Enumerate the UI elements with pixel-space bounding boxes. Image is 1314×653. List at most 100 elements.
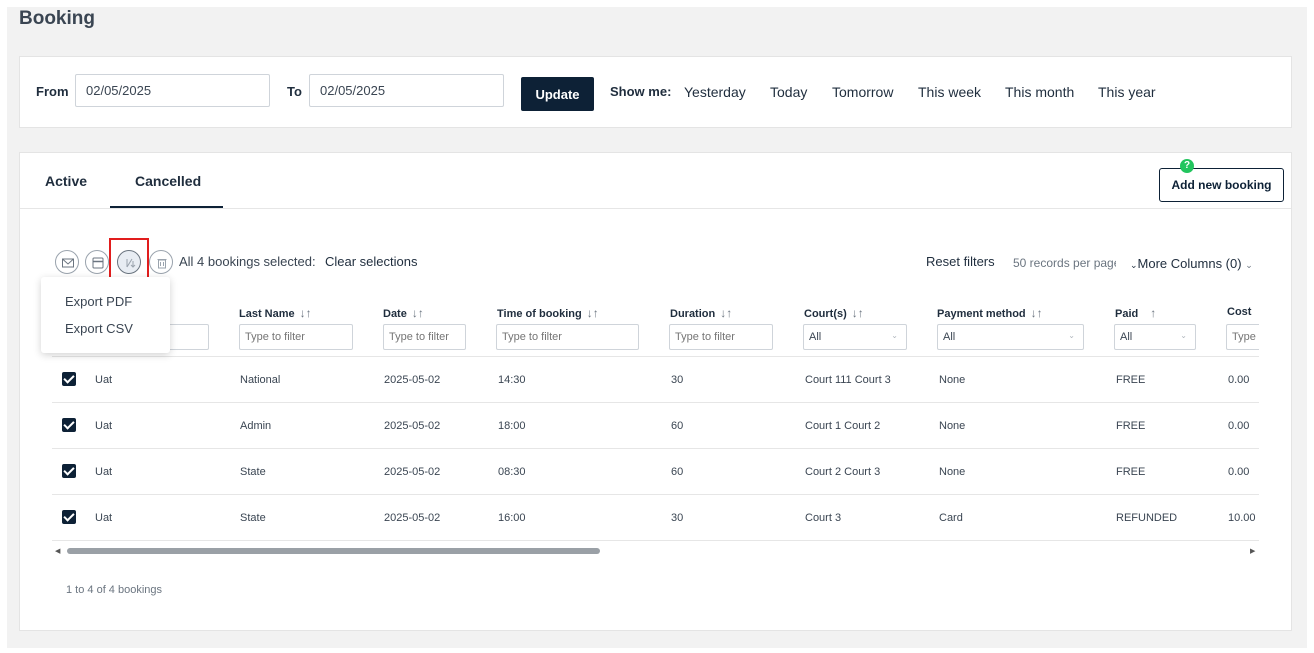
page-title: Booking (19, 8, 95, 29)
header-cost[interactable]: Cost (1227, 306, 1251, 318)
cell-last-name: Admin (240, 420, 272, 432)
courts-filter[interactable]: All ⌄ (803, 324, 907, 350)
cell-courts: Court 2 Court 3 (805, 466, 881, 478)
scroll-left-icon[interactable]: ◀ (55, 548, 61, 555)
cell-cost: 10.00 (1228, 512, 1256, 524)
tab-active[interactable]: Active (45, 173, 88, 189)
cell-date: 2025-05-02 (384, 466, 441, 478)
reset-filters-link[interactable]: Reset filters (926, 254, 995, 269)
payment-button[interactable] (85, 250, 109, 274)
paid-filter-value: All (1120, 331, 1133, 343)
header-courts[interactable]: Court(s) ↓↑ (804, 306, 864, 320)
mail-icon (62, 258, 74, 268)
range-yesterday[interactable]: Yesterday (684, 84, 746, 100)
add-new-booking-button[interactable]: Add new booking (1159, 168, 1284, 202)
records-per-page-select[interactable]: 50 records per page (1013, 256, 1116, 270)
range-today[interactable]: Today (770, 84, 808, 100)
date-filter-card: From To Update Show me: Yesterday Today … (19, 56, 1292, 128)
sort-arrows-icon: ↓↑ (411, 306, 424, 320)
chevron-down-icon: ⌄ (1130, 260, 1138, 270)
export-csv-item[interactable]: Export CSV (65, 321, 133, 336)
cell-time: 16:00 (498, 512, 526, 524)
more-columns-dropdown[interactable]: ⌄More Columns (0) ⌄ (1130, 256, 1253, 271)
range-this-year[interactable]: This year (1098, 84, 1156, 100)
scroll-right-icon[interactable]: ▶ (1250, 548, 1256, 555)
range-tomorrow[interactable]: Tomorrow (832, 84, 894, 100)
payment-icon (92, 257, 104, 269)
cell-date: 2025-05-02 (384, 512, 441, 524)
cell-duration: 30 (671, 512, 684, 524)
cell-first-name: Uat (95, 512, 113, 524)
header-label: Payment method (937, 308, 1026, 320)
time-filter[interactable] (496, 324, 639, 350)
show-me-label: Show me: (610, 84, 672, 99)
tab-cancelled[interactable]: Cancelled (135, 173, 202, 189)
cell-duration: 60 (671, 420, 684, 432)
header-duration[interactable]: Duration ↓↑ (670, 306, 732, 320)
header-label: Duration (670, 308, 716, 320)
range-this-month[interactable]: This month (1005, 84, 1075, 100)
export-highlight (109, 238, 149, 281)
paid-filter[interactable]: All ⌄ (1114, 324, 1196, 350)
pagination-summary: 1 to 4 of 4 bookings (66, 584, 163, 596)
row-checkbox[interactable] (62, 464, 76, 478)
selection-summary: All 4 bookings selected: (179, 254, 316, 269)
to-date-input[interactable] (309, 74, 504, 107)
delete-button[interactable] (149, 250, 173, 274)
chevron-down-icon: ⌄ (891, 331, 898, 340)
cell-last-name: State (240, 512, 266, 524)
row-divider (52, 448, 1259, 449)
cell-courts: Court 1 Court 2 (805, 420, 881, 432)
cell-cost: 0.00 (1228, 466, 1250, 478)
cell-date: 2025-05-02 (384, 374, 441, 386)
sort-arrows-icon: ↓↑ (586, 306, 599, 320)
cell-cost: 0.00 (1228, 420, 1250, 432)
cell-paid: REFUNDED (1116, 512, 1178, 524)
header-label: Cost (1227, 306, 1252, 318)
row-checkbox[interactable] (62, 372, 76, 386)
duration-filter[interactable] (669, 324, 773, 350)
chevron-down-icon: ⌄ (1245, 260, 1253, 270)
cell-last-name: State (240, 466, 266, 478)
to-label: To (287, 84, 302, 99)
cell-duration: 60 (671, 466, 684, 478)
cell-paid: FREE (1116, 466, 1146, 478)
horizontal-scrollbar[interactable]: ◀ ▶ (52, 546, 1259, 556)
header-paid[interactable]: Paid ↑ (1115, 306, 1156, 320)
header-time-of-booking[interactable]: Time of booking ↓↑ (497, 306, 599, 320)
update-button[interactable]: Update (521, 77, 594, 111)
export-pdf-item[interactable]: Export PDF (65, 294, 133, 309)
help-icon[interactable]: ? (1180, 159, 1194, 173)
row-checkbox[interactable] (62, 510, 76, 524)
export-button[interactable] (117, 250, 141, 274)
header-label: Date (383, 308, 407, 320)
row-checkbox[interactable] (62, 418, 76, 432)
last-name-filter[interactable] (239, 324, 353, 350)
from-date-input[interactable] (75, 74, 270, 107)
payment-method-filter[interactable]: All ⌄ (937, 324, 1084, 350)
header-label: Time of booking (497, 308, 582, 320)
cell-time: 08:30 (498, 466, 526, 478)
active-tab-indicator (110, 206, 223, 208)
records-per-page-label: 50 records per page (1013, 256, 1116, 270)
header-label: Paid (1115, 308, 1139, 320)
cell-paid: FREE (1116, 420, 1146, 432)
scrollbar-thumb[interactable] (67, 548, 600, 554)
header-payment-method[interactable]: Payment method ↓↑ (937, 306, 1043, 320)
header-last-name[interactable]: Last Name ↓↑ (239, 306, 312, 320)
date-filter[interactable] (383, 324, 466, 350)
sort-arrows-icon: ↓↑ (299, 306, 312, 320)
sort-arrows-icon: ↓↑ (851, 306, 864, 320)
cell-payment-method: None (939, 466, 966, 478)
cell-first-name: Uat (95, 420, 113, 432)
export-icon (126, 258, 136, 268)
cost-filter[interactable] (1226, 324, 1259, 350)
payment-filter-value: All (943, 331, 956, 343)
header-label: Court(s) (804, 308, 847, 320)
cell-payment-method: None (939, 420, 966, 432)
cell-courts: Court 111 Court 3 (805, 374, 891, 386)
clear-selections-link[interactable]: Clear selections (325, 254, 418, 269)
email-button[interactable] (55, 250, 79, 274)
range-this-week[interactable]: This week (918, 84, 982, 100)
header-date[interactable]: Date ↓↑ (383, 306, 424, 320)
